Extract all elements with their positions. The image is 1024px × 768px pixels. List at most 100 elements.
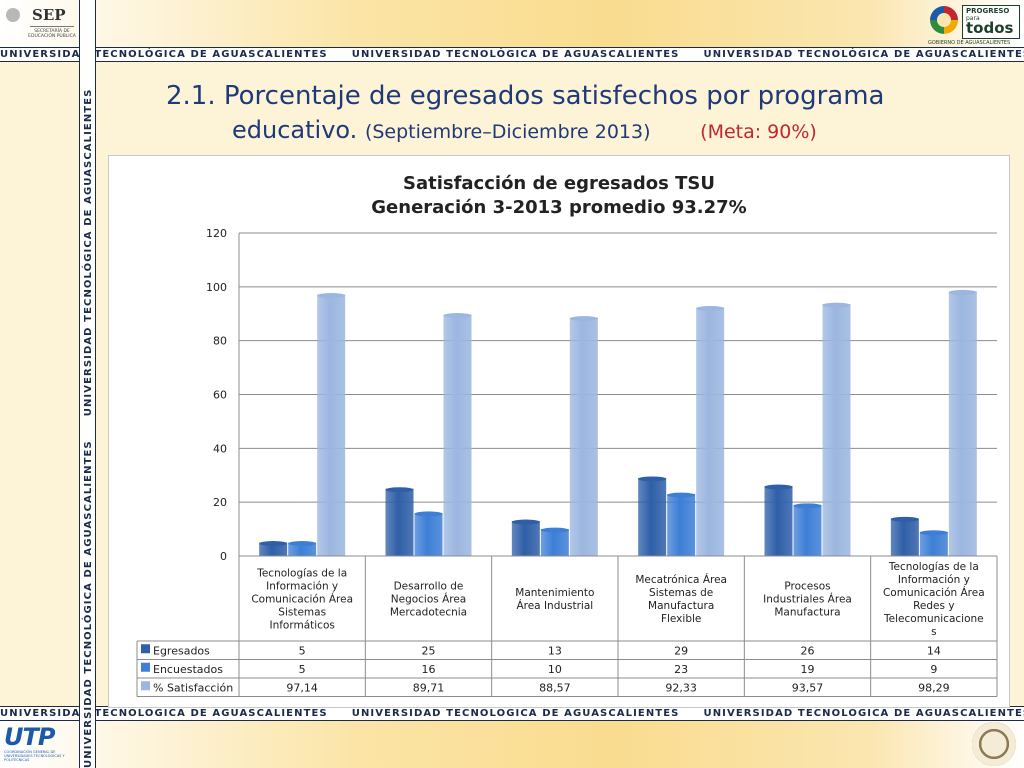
bar — [443, 314, 472, 556]
bar-egresados — [890, 516, 919, 556]
table-cell-value: 23 — [674, 663, 688, 676]
bar-satisfaccin — [696, 305, 725, 556]
bar-satisfaccin — [948, 289, 977, 556]
bar — [667, 494, 696, 556]
utp-mark: UTP — [4, 723, 55, 751]
progreso-box: PROGRESO para todos — [962, 5, 1020, 39]
bar-top — [569, 316, 598, 322]
legend-label: % Satisfacción — [153, 681, 233, 694]
bar-encuestados — [540, 527, 569, 556]
category-label-line: Manufactura — [774, 607, 840, 619]
bar-encuestados — [414, 511, 443, 556]
legend-label: Egresados — [153, 644, 210, 657]
category-label-line: s — [931, 626, 936, 638]
bar-top — [667, 492, 696, 498]
bar — [569, 317, 598, 556]
category-label-line: Sistemas — [278, 607, 326, 619]
category-label-line: Tecnologías de la — [888, 561, 979, 573]
bar-satisfaccin — [317, 293, 346, 556]
bar — [511, 521, 540, 556]
table-cell-value: 5 — [299, 644, 306, 657]
bar — [822, 304, 851, 556]
table-cell-value: 88,57 — [539, 681, 571, 694]
category-label: Mecatrónica Área Sistemas de Manufactura Fl… — [635, 573, 727, 625]
bar — [540, 529, 569, 556]
category-label-line: Mantenimiento — [515, 587, 594, 599]
sep-logo: SEP SECRETARÍA DE EDUCACIÓN PÚBLICA — [6, 4, 76, 44]
bar-encuestados — [667, 492, 696, 556]
bar-top — [511, 519, 540, 525]
bar-egresados — [259, 541, 288, 556]
category-label-line: Información y — [266, 581, 338, 593]
table-cell-value: 10 — [548, 663, 562, 676]
category-label-line: Mercadotecnia — [390, 607, 467, 619]
table-cell-value: 92,33 — [665, 681, 697, 694]
sep-title: SEP — [32, 6, 66, 24]
legend-swatch — [141, 644, 150, 654]
bar-top — [890, 516, 919, 522]
bar-top — [259, 541, 288, 547]
bar — [638, 477, 667, 556]
table-cell-value: 29 — [674, 644, 688, 657]
table-cell-value: 26 — [801, 644, 815, 657]
left-university-band: UNIVERSIDAD TECNOLÓGICA DE AGUASCALIENTE… — [79, 0, 96, 768]
bar-egresados — [638, 476, 667, 556]
bar-satisfaccin — [569, 316, 598, 556]
bar — [259, 542, 288, 556]
category-label-line: Negocios Área — [391, 593, 467, 606]
bar-top — [919, 530, 948, 536]
band-text-3: UNIVERSIDAD TECNOLÓGICA DE AGUASCALIENTE… — [703, 708, 1024, 719]
bar-top — [696, 305, 725, 311]
category-label-line: Desarrollo de — [394, 581, 464, 593]
category-label-line: Mecatrónica Área — [635, 573, 727, 586]
bar — [948, 291, 977, 556]
bar — [696, 307, 725, 556]
bar — [288, 542, 317, 556]
table-cell-value: 9 — [930, 663, 937, 676]
category-label-line: Procesos — [784, 581, 830, 593]
table-cell-value: 19 — [801, 663, 815, 676]
title-line-2-text: educativo. — [232, 116, 358, 144]
sep-subtitle: SECRETARÍA DE EDUCACIÓN PÚBLICA — [28, 29, 76, 39]
category-label-line: Comunicación Área — [883, 586, 985, 599]
bar — [919, 531, 948, 556]
vband-text-2: UNIVERSIDAD TECNOLÓGICA DE AGUASCALIENTE… — [83, 88, 94, 417]
y-tick-label: 40 — [213, 442, 227, 455]
band-text-3: UNIVERSIDAD TECNOLÓGICA DE AGUASCALIENTE… — [703, 49, 1024, 60]
y-tick-label: 80 — [213, 335, 227, 348]
grid-lines — [239, 232, 997, 557]
band-text-1: UNIVERSIDAD TECNOLÓGICA DE AGUASCALIENTE… — [0, 49, 328, 60]
y-tick-label: 120 — [206, 227, 227, 240]
bar — [890, 518, 919, 556]
date-range: (Septiembre–Diciembre 2013) — [364, 121, 651, 143]
legend-label: Encuestados — [153, 663, 223, 676]
category-label-line: Comunicación Área — [251, 593, 353, 606]
category-label-line: Telecomunicacione — [883, 613, 984, 625]
category-label-line: Información y — [898, 574, 970, 586]
category-label: Tecnologías de la Información y Comunicaci… — [251, 568, 353, 632]
footer-background — [0, 718, 1024, 768]
header-background — [0, 0, 1024, 48]
category-label-line: Sistemas de — [649, 587, 713, 599]
y-tick-label: 20 — [213, 496, 227, 509]
progreso-word: PROGRESO — [966, 7, 1010, 15]
bar-encuestados — [919, 530, 948, 556]
table-cell-value: 25 — [422, 644, 436, 657]
top-university-band: UNIVERSIDAD TECNOLÓGICA DE AGUASCALIENTE… — [0, 47, 1024, 62]
bar — [317, 294, 346, 556]
bar-top — [288, 541, 317, 547]
table-cell-value: 16 — [422, 663, 436, 676]
category-label-line: Flexible — [661, 613, 701, 625]
goal-label: (Meta: 90%) — [700, 121, 817, 143]
para-word: para — [966, 15, 980, 22]
bar-top — [764, 484, 793, 490]
bar-top — [948, 289, 977, 295]
bar-top — [540, 527, 569, 533]
bar-satisfaccin — [443, 313, 472, 556]
progreso-circle-icon — [930, 6, 958, 34]
utp-subtitle: COORDINACIÓN GENERAL DE UNIVERSIDADES TE… — [4, 750, 65, 762]
bar-top — [443, 313, 472, 319]
data-table: Tecnologías de la Información y Comunicaci… — [136, 555, 998, 697]
bar-chart: Satisfacción de egresados TSU Generación… — [136, 173, 998, 697]
bar-encuestados — [793, 503, 822, 556]
